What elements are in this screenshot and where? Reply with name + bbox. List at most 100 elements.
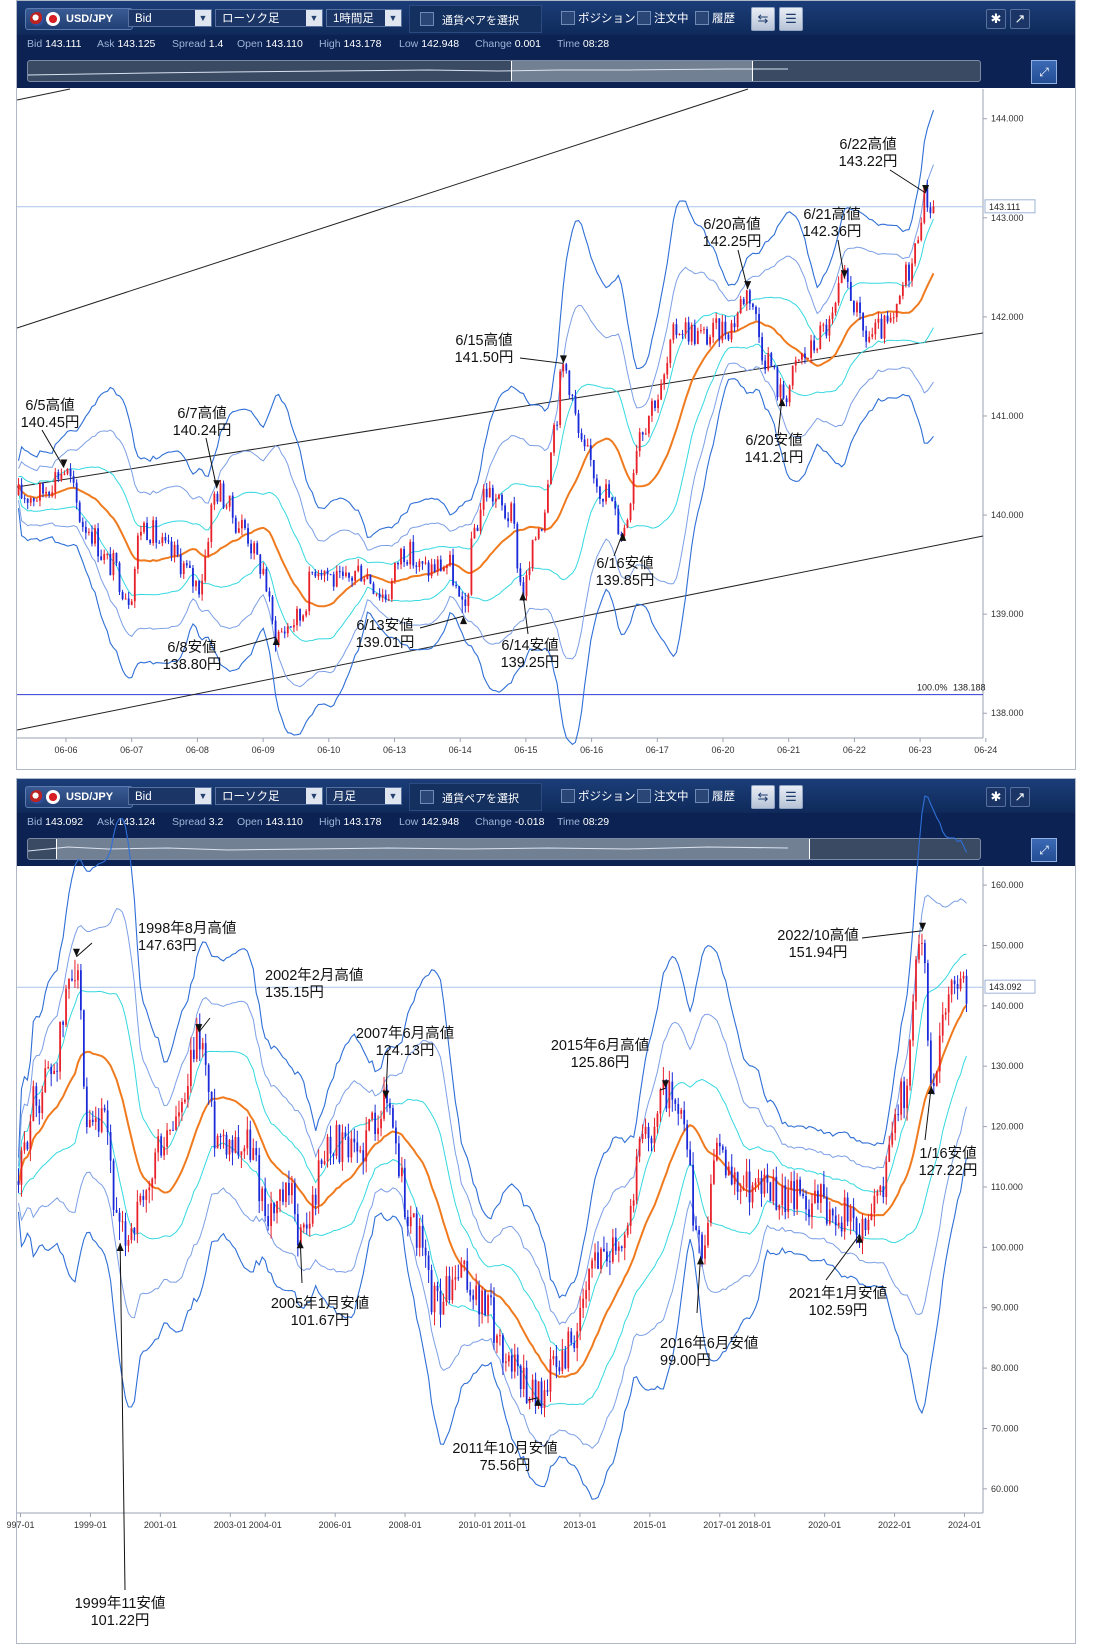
gear-icon[interactable]: ✱ bbox=[986, 787, 1006, 807]
candle-up bbox=[837, 1222, 840, 1226]
navigator-scrollbar[interactable] bbox=[27, 838, 981, 860]
history-checkbox[interactable] bbox=[695, 11, 709, 25]
candle-down bbox=[264, 1188, 267, 1217]
candle-up bbox=[582, 1298, 585, 1308]
candle-up bbox=[240, 520, 243, 529]
candle-up bbox=[605, 484, 607, 502]
annotation-arrowhead bbox=[840, 270, 848, 279]
candle-up bbox=[479, 509, 482, 531]
position-checkbox[interactable] bbox=[561, 789, 575, 803]
candle-down bbox=[693, 325, 696, 344]
chart-settings-icon[interactable]: ☰ bbox=[779, 785, 803, 809]
candle-up bbox=[791, 365, 794, 386]
candle-up bbox=[228, 495, 231, 507]
pair-select-checkbox[interactable] bbox=[420, 790, 434, 804]
popout-icon[interactable]: ↗ bbox=[1010, 9, 1030, 29]
chart-swap-icon[interactable]: ⇆ bbox=[751, 785, 775, 809]
candle-up bbox=[154, 1152, 157, 1179]
candle-down bbox=[267, 1216, 270, 1227]
candle-up bbox=[941, 1014, 944, 1036]
candle-down bbox=[458, 586, 461, 597]
candle-up bbox=[418, 561, 421, 568]
candle-up bbox=[121, 1221, 124, 1223]
candle-up bbox=[531, 540, 534, 569]
candle-up bbox=[65, 988, 67, 1025]
chart-settings-icon[interactable]: ☰ bbox=[779, 7, 803, 31]
price-type-select[interactable]: Bid ▼ bbox=[128, 9, 212, 27]
y-tick-label: 110.000 bbox=[991, 1182, 1023, 1192]
candle-up bbox=[39, 483, 41, 501]
position-checkbox[interactable] bbox=[561, 11, 575, 25]
candle-down bbox=[403, 548, 406, 563]
chart-swap-icon[interactable]: ⇆ bbox=[751, 7, 775, 31]
navigator-selection-handle[interactable] bbox=[511, 61, 753, 81]
zoom-icon[interactable]: ⤢ bbox=[1031, 838, 1057, 862]
candle-down bbox=[484, 1290, 486, 1316]
candle-down bbox=[620, 1246, 623, 1249]
candle-down bbox=[564, 1350, 567, 1369]
candle-up bbox=[286, 626, 289, 634]
orders-checkbox[interactable] bbox=[637, 11, 651, 25]
timeframe-select[interactable]: 月足 ▼ bbox=[326, 787, 402, 805]
candle-up bbox=[487, 1295, 489, 1316]
candle-up bbox=[510, 503, 513, 522]
candle-down bbox=[372, 583, 375, 594]
candle-up bbox=[660, 383, 663, 400]
trendline bbox=[16, 88, 71, 101]
annotation-value: 138.80円 bbox=[163, 657, 222, 673]
candle-down bbox=[491, 487, 494, 502]
navigator-selection-handle[interactable] bbox=[56, 839, 810, 859]
change-label: Change bbox=[475, 38, 512, 50]
candle-up bbox=[543, 1390, 546, 1408]
candle-down bbox=[782, 384, 785, 399]
open-label: Open bbox=[237, 816, 263, 828]
candle-down bbox=[556, 424, 559, 426]
candle-up bbox=[23, 1142, 26, 1151]
candle-down bbox=[805, 1196, 807, 1210]
candle-up bbox=[430, 564, 433, 576]
symbol-button[interactable]: USD/JPY bbox=[25, 786, 133, 808]
candle-down bbox=[311, 571, 314, 573]
pair-select-checkbox[interactable] bbox=[420, 12, 434, 26]
timeframe-select[interactable]: 1時間足 ▼ bbox=[326, 9, 402, 27]
candle-up bbox=[715, 1142, 718, 1161]
chart-type-select[interactable]: ローソク足 ▼ bbox=[215, 787, 323, 805]
candle-up bbox=[874, 322, 877, 335]
candle-up bbox=[393, 562, 396, 581]
candle-up bbox=[917, 240, 920, 244]
chevron-down-icon: ▼ bbox=[385, 10, 401, 26]
spread-value: 3.2 bbox=[208, 816, 224, 828]
candle-down bbox=[219, 1136, 222, 1138]
candle-up bbox=[669, 339, 672, 363]
bid-value: 143.092 bbox=[45, 816, 84, 828]
ask-value: 143.124 bbox=[117, 816, 156, 828]
zoom-icon[interactable]: ⤢ bbox=[1031, 60, 1057, 84]
popout-icon[interactable]: ↗ bbox=[1010, 787, 1030, 807]
candle-up bbox=[219, 483, 222, 502]
candle-down bbox=[706, 329, 708, 345]
price-type-select[interactable]: Bid ▼ bbox=[128, 787, 212, 805]
annotation-arrow bbox=[519, 357, 564, 364]
hourly-candlestick-chart: 144.000 143.000 142.000 141.000 140.000 139.0… bbox=[16, 88, 1036, 755]
navigator-scrollbar[interactable] bbox=[27, 60, 981, 82]
candle-up bbox=[228, 1139, 231, 1155]
candle-up bbox=[308, 571, 311, 612]
candle-down bbox=[439, 559, 442, 572]
orders-checkbox[interactable] bbox=[637, 789, 651, 803]
candle-up bbox=[130, 1227, 133, 1240]
candle-down bbox=[813, 340, 816, 351]
symbol-button[interactable]: USD/JPY bbox=[25, 8, 133, 30]
candle-down bbox=[865, 330, 868, 342]
candle-down bbox=[329, 574, 332, 576]
chart-type-select[interactable]: ローソク足 ▼ bbox=[215, 9, 323, 27]
candle-up bbox=[585, 1290, 588, 1299]
gear-icon[interactable]: ✱ bbox=[986, 9, 1006, 29]
candle-down bbox=[97, 1118, 100, 1132]
chart-window-monthly bbox=[16, 778, 1076, 1644]
history-checkbox[interactable] bbox=[695, 789, 709, 803]
candle-up bbox=[684, 322, 687, 335]
candle-up bbox=[436, 559, 439, 572]
candle-down bbox=[115, 553, 118, 563]
candle-up bbox=[449, 554, 451, 566]
candle-up bbox=[567, 1331, 570, 1369]
